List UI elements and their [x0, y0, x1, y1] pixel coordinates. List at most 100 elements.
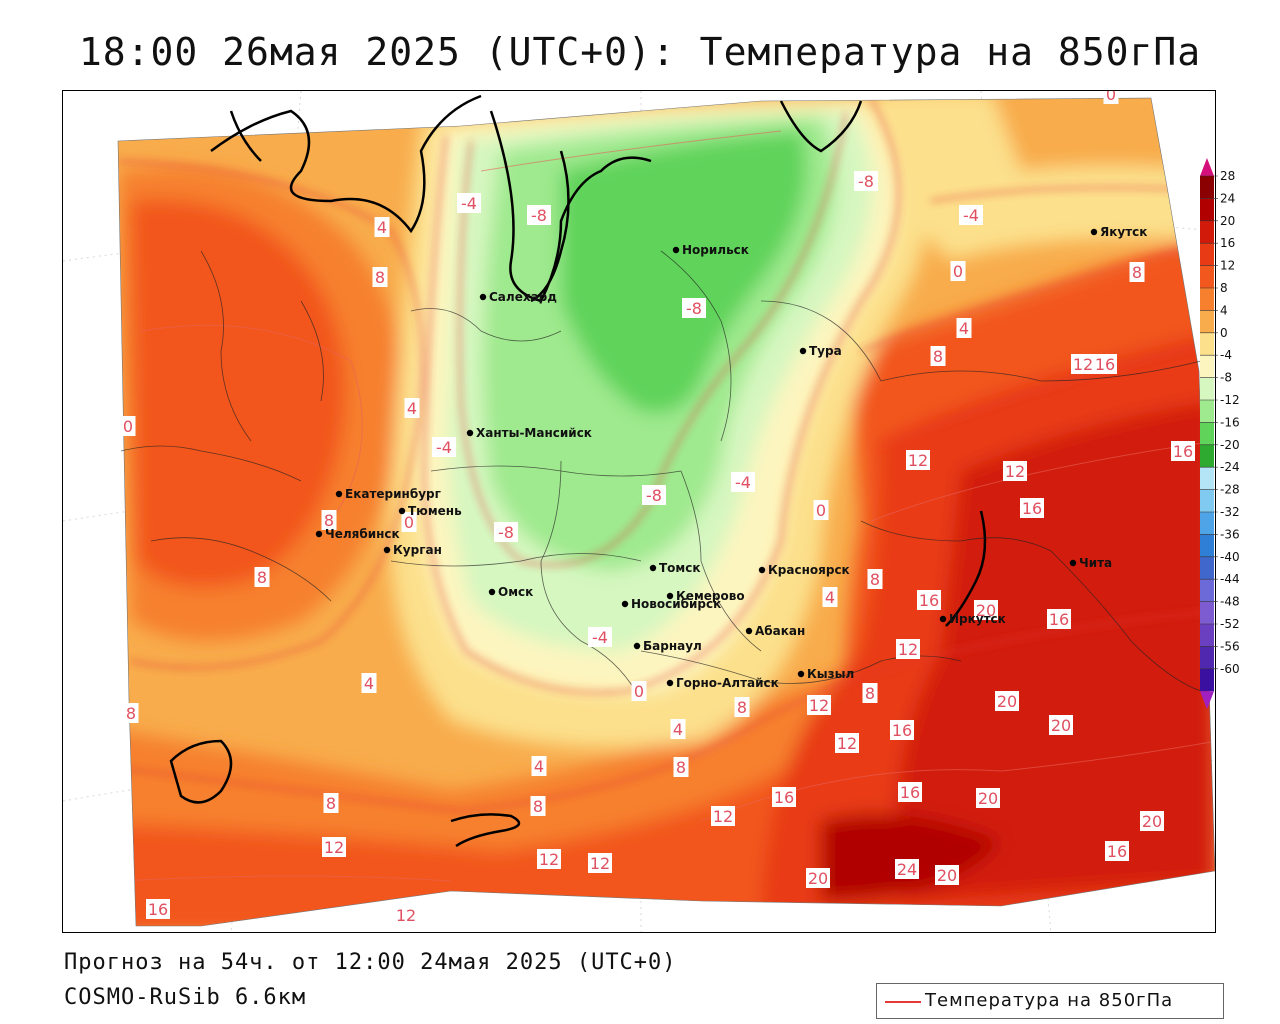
- isotherm-label-bg: [1140, 811, 1164, 831]
- isotherm-label-text: 16: [774, 788, 794, 807]
- legend-tick-label: -32: [1220, 505, 1240, 519]
- legend-tick-label: -16: [1220, 415, 1240, 429]
- legend-swatch: [1200, 624, 1214, 647]
- legend-swatch: [1200, 646, 1214, 669]
- isotherm-label-bg: [917, 590, 941, 610]
- isotherm-label-bg: [120, 416, 136, 436]
- city: Иркутск: [939, 612, 1006, 626]
- isotherm-label-text: 4: [364, 674, 374, 693]
- isotherm-label: 16: [898, 782, 922, 802]
- isotherm-label-bg: [531, 756, 547, 776]
- isotherm-label: 20: [1140, 811, 1164, 831]
- isotherm-label: -4: [457, 193, 481, 213]
- legend-swatch: [1200, 489, 1214, 512]
- isotherm-label-bg: [930, 346, 946, 366]
- city: Якутск: [1090, 225, 1147, 239]
- isotherm-label-text: 8: [676, 758, 686, 777]
- isotherm-label: 8: [123, 703, 139, 723]
- isotherm-label-bg: [588, 853, 612, 873]
- isotherm-label-text: 16: [1107, 842, 1127, 861]
- city: Тюмень: [398, 504, 462, 518]
- isotherm-label: 0: [120, 416, 136, 436]
- temperature-field: [118, 98, 1215, 926]
- isotherm-label: 12: [835, 733, 859, 753]
- isotherm-label-bg: [956, 318, 972, 338]
- isotherm-label-bg: [1049, 715, 1073, 735]
- city-label: Тюмень: [408, 504, 462, 518]
- isotherm-label-bg: [1093, 354, 1117, 374]
- isotherm-label: 16: [146, 899, 170, 919]
- isotherm-label-text: 0: [634, 682, 644, 701]
- isotherm-label: 0: [813, 500, 829, 520]
- isotherm-label-bg: [867, 569, 883, 589]
- city-dot: [758, 566, 766, 574]
- isotherm-label-bg: [822, 587, 838, 607]
- line-key-label: Температура на 850гПа: [925, 990, 1174, 1011]
- city-label: Курган: [393, 543, 442, 557]
- isotherm-label-bg: [494, 522, 518, 542]
- isotherm-label-bg: [935, 865, 959, 885]
- city-label: Горно-Алтайск: [676, 676, 779, 690]
- legend-tick-label: -4: [1220, 348, 1232, 362]
- isotherm-label: -8: [642, 485, 666, 505]
- isotherm-label-text: 0: [816, 501, 826, 520]
- city-label: Чита: [1079, 556, 1112, 570]
- isotherm-label: 4: [531, 756, 547, 776]
- city-dot: [488, 588, 496, 596]
- isotherm-label-bg: [374, 217, 390, 237]
- forecast-info: Прогноз на 54ч. от 12:00 24мая 2025 (UTC…: [64, 950, 677, 975]
- isotherm-label: 16: [890, 720, 914, 740]
- city-dot: [398, 507, 406, 515]
- isotherm-label: 20: [974, 600, 998, 620]
- isotherm-label: 4: [404, 398, 420, 418]
- isotherm-label: 12: [711, 806, 735, 826]
- isotherm-label-bg: [530, 796, 546, 816]
- isotherm-label-bg: [1129, 262, 1145, 282]
- isotherm-label-bg: [146, 899, 170, 919]
- legend-colorbar: 28 24 20 16 12 8 4 0 -4 -8 -12 -16 -20 -24 -28 -32 -36 -4…: [1200, 158, 1240, 710]
- isotherm-label-bg: [906, 450, 930, 470]
- isotherm-label: -8: [854, 171, 878, 191]
- isotherm-label: 20: [806, 868, 830, 888]
- legend-tick-label: 4: [1220, 303, 1228, 317]
- isotherm-label-bg: [322, 837, 346, 857]
- legend-swatch: [1200, 422, 1214, 445]
- city-dot: [633, 642, 641, 650]
- city-label: Новосибирск: [631, 597, 721, 611]
- isotherm-label: 12: [896, 639, 920, 659]
- legend-swatch: [1200, 355, 1214, 378]
- isotherm-label: -4: [588, 627, 612, 647]
- legend-swatch: [1200, 332, 1214, 356]
- isotherm-label-text: 20: [808, 869, 828, 888]
- isotherm-label-text: 4: [534, 757, 544, 776]
- isotherm-label-bg: [372, 267, 388, 287]
- legend-swatch: [1200, 288, 1214, 311]
- city-dot: [939, 615, 947, 623]
- legend-swatch: [1200, 220, 1214, 244]
- isotherm-label-bg: [254, 567, 270, 587]
- isotherm-label: -8: [682, 298, 706, 318]
- isotherm-label-text: -4: [963, 206, 979, 225]
- isotherm-label: 12: [394, 905, 418, 925]
- isotherm-label-bg: [1003, 461, 1027, 481]
- legend-tick-label: -52: [1220, 617, 1240, 631]
- legend-swatch: [1200, 556, 1214, 580]
- isotherm-label-text: 4: [407, 399, 417, 418]
- map-title: 18:00 26мая 2025 (UTC+0): Температура на…: [78, 30, 1202, 74]
- city-dot: [621, 600, 629, 608]
- legend-top-arrow: [1200, 158, 1214, 176]
- city: Красноярск: [758, 563, 850, 577]
- isotherm-label-text: 0: [123, 417, 133, 436]
- city-markers: Норильск Салехард Якутск Тура Ханты-Мансийск…: [315, 225, 1147, 690]
- legend-tick-label: -60: [1220, 662, 1240, 676]
- coastline: [169, 94, 987, 848]
- isotherm-label-text: 12: [898, 640, 918, 659]
- isotherm-label-bg: [670, 719, 686, 739]
- isotherm-label-bg: [1171, 441, 1195, 461]
- isotherm-label-text: 8: [375, 268, 385, 287]
- legend-tick-label: -12: [1220, 393, 1240, 407]
- isotherm-label-bg: [1071, 354, 1095, 374]
- isotherm-label: -8: [527, 205, 551, 225]
